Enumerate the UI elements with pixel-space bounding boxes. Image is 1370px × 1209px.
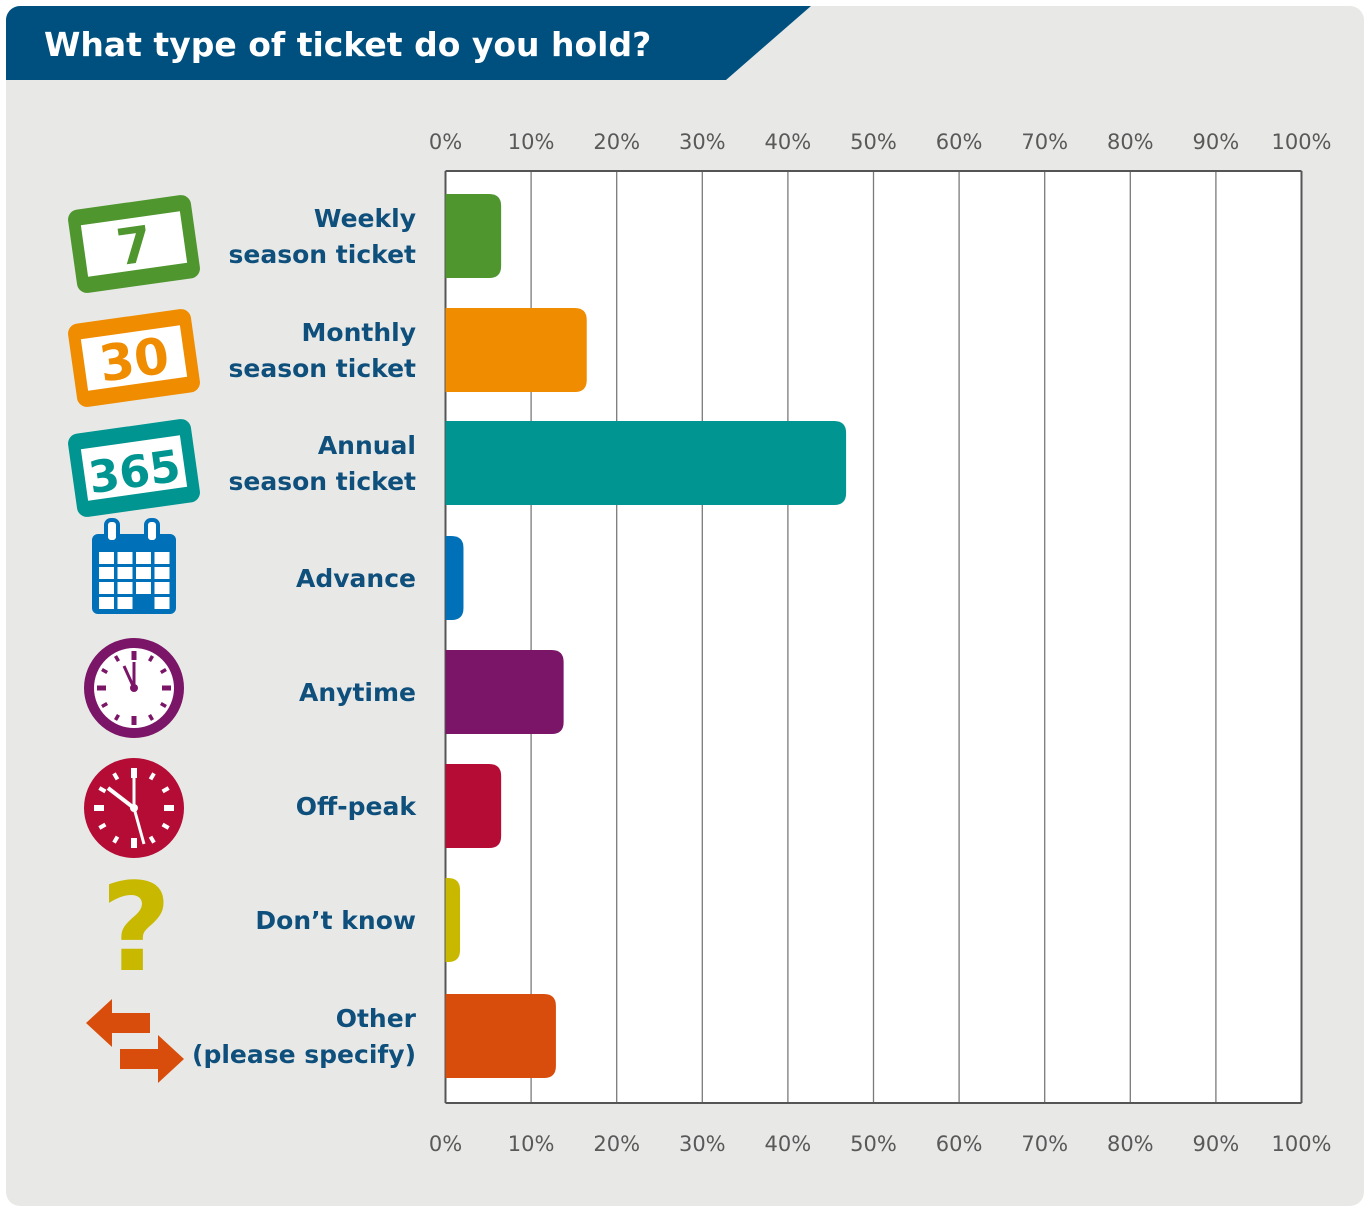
bar-2 [445, 421, 847, 505]
category-label-7: Other (please specify) [192, 1004, 417, 1069]
category-icons: 7 30 365? [68, 195, 200, 1083]
ticket-icon-text-2: 365 [86, 441, 184, 504]
tick-label-bottom-40: 40% [765, 1132, 812, 1156]
tick-label-top-40: 40% [765, 130, 812, 154]
tick-label-bottom-90: 90% [1193, 1132, 1240, 1156]
x-axis-top-tick-labels: 0% 10% 20% 30% 40% 50% 60% 70% 80% 90% 100% [429, 130, 1332, 154]
category-label-1-line-0: Monthly [302, 318, 416, 347]
category-label-3-line-0: Advance [296, 564, 416, 593]
category-label-3: Advance [296, 564, 416, 593]
bar-1 [445, 308, 587, 392]
bar-0 [445, 194, 502, 278]
category-label-4: Anytime [299, 678, 416, 707]
category-label-6: Don’t know [255, 906, 416, 935]
tick-label-top-80: 80% [1107, 130, 1154, 154]
question-mark-icon: ? [101, 857, 172, 999]
category-label-7-line-0: Other [336, 1004, 417, 1033]
tick-label-top-50: 50% [850, 130, 897, 154]
tick-label-top-10: 10% [508, 130, 555, 154]
tick-label-bottom-0: 0% [429, 1132, 462, 1156]
category-label-0-line-0: Weekly [314, 204, 416, 233]
category-label-1-line-1: season ticket [229, 354, 417, 383]
bar-5 [445, 764, 502, 848]
category-label-6-line-0: Don’t know [255, 906, 416, 935]
bar-4 [445, 650, 564, 734]
bars [445, 194, 847, 1078]
bar-7 [445, 994, 556, 1078]
tick-label-top-90: 90% [1193, 130, 1240, 154]
chart-panel: What type of ticket do you hold? 0% 10% 20… [6, 6, 1364, 1206]
category-label-5: Off-peak [296, 792, 418, 821]
ticket-icon-text-0: 7 [113, 215, 156, 277]
category-label-5-line-0: Off-peak [296, 792, 418, 821]
category-label-2-line-0: Annual [318, 431, 416, 460]
calendar-icon [92, 518, 176, 614]
tick-label-bottom-30: 30% [679, 1132, 726, 1156]
ticket-icon-text-1: 30 [96, 326, 173, 393]
category-label-2-line-1: season ticket [229, 467, 417, 496]
tick-label-top-30: 30% [679, 130, 726, 154]
category-label-0: Weekly season ticket [229, 204, 417, 269]
tick-label-top-100: 100% [1271, 130, 1331, 154]
x-axis-bottom-tick-labels: 0% 10% 20% 30% 40% 50% 60% 70% 80% 90% 100% [429, 1132, 1332, 1156]
category-label-2: Annual season ticket [229, 431, 417, 496]
tick-label-bottom-50: 50% [850, 1132, 897, 1156]
bar-6 [445, 878, 461, 962]
tick-label-top-70: 70% [1021, 130, 1068, 154]
category-label-1: Monthly season ticket [229, 318, 417, 383]
tick-label-bottom-80: 80% [1107, 1132, 1154, 1156]
category-label-0-line-1: season ticket [229, 240, 417, 269]
category-label-7-line-1: (please specify) [192, 1040, 416, 1069]
exchange-arrows-icon [86, 999, 184, 1083]
clock-icon [84, 638, 184, 738]
bar-3 [445, 536, 464, 620]
tick-label-bottom-70: 70% [1021, 1132, 1068, 1156]
title-banner-background [6, 6, 811, 80]
ticket-type-bar-chart: What type of ticket do you hold? 0% 10% 20… [6, 6, 1332, 1156]
annual-ticket-icon: 365 [68, 419, 200, 517]
chart-title: What type of ticket do you hold? [44, 25, 651, 64]
tick-label-top-20: 20% [593, 130, 640, 154]
tick-label-bottom-20: 20% [593, 1132, 640, 1156]
tick-label-top-0: 0% [429, 130, 462, 154]
title-banner: What type of ticket do you hold? [6, 6, 811, 80]
tick-label-bottom-10: 10% [508, 1132, 555, 1156]
category-label-4-line-0: Anytime [299, 678, 416, 707]
off-peak-clock-icon [84, 758, 184, 858]
tick-label-bottom-60: 60% [936, 1132, 983, 1156]
tick-label-bottom-100: 100% [1271, 1132, 1331, 1156]
question-mark-glyph: ? [101, 857, 172, 999]
monthly-ticket-icon: 30 [68, 309, 200, 407]
tick-label-top-60: 60% [936, 130, 983, 154]
weekly-ticket-icon: 7 [68, 195, 200, 293]
